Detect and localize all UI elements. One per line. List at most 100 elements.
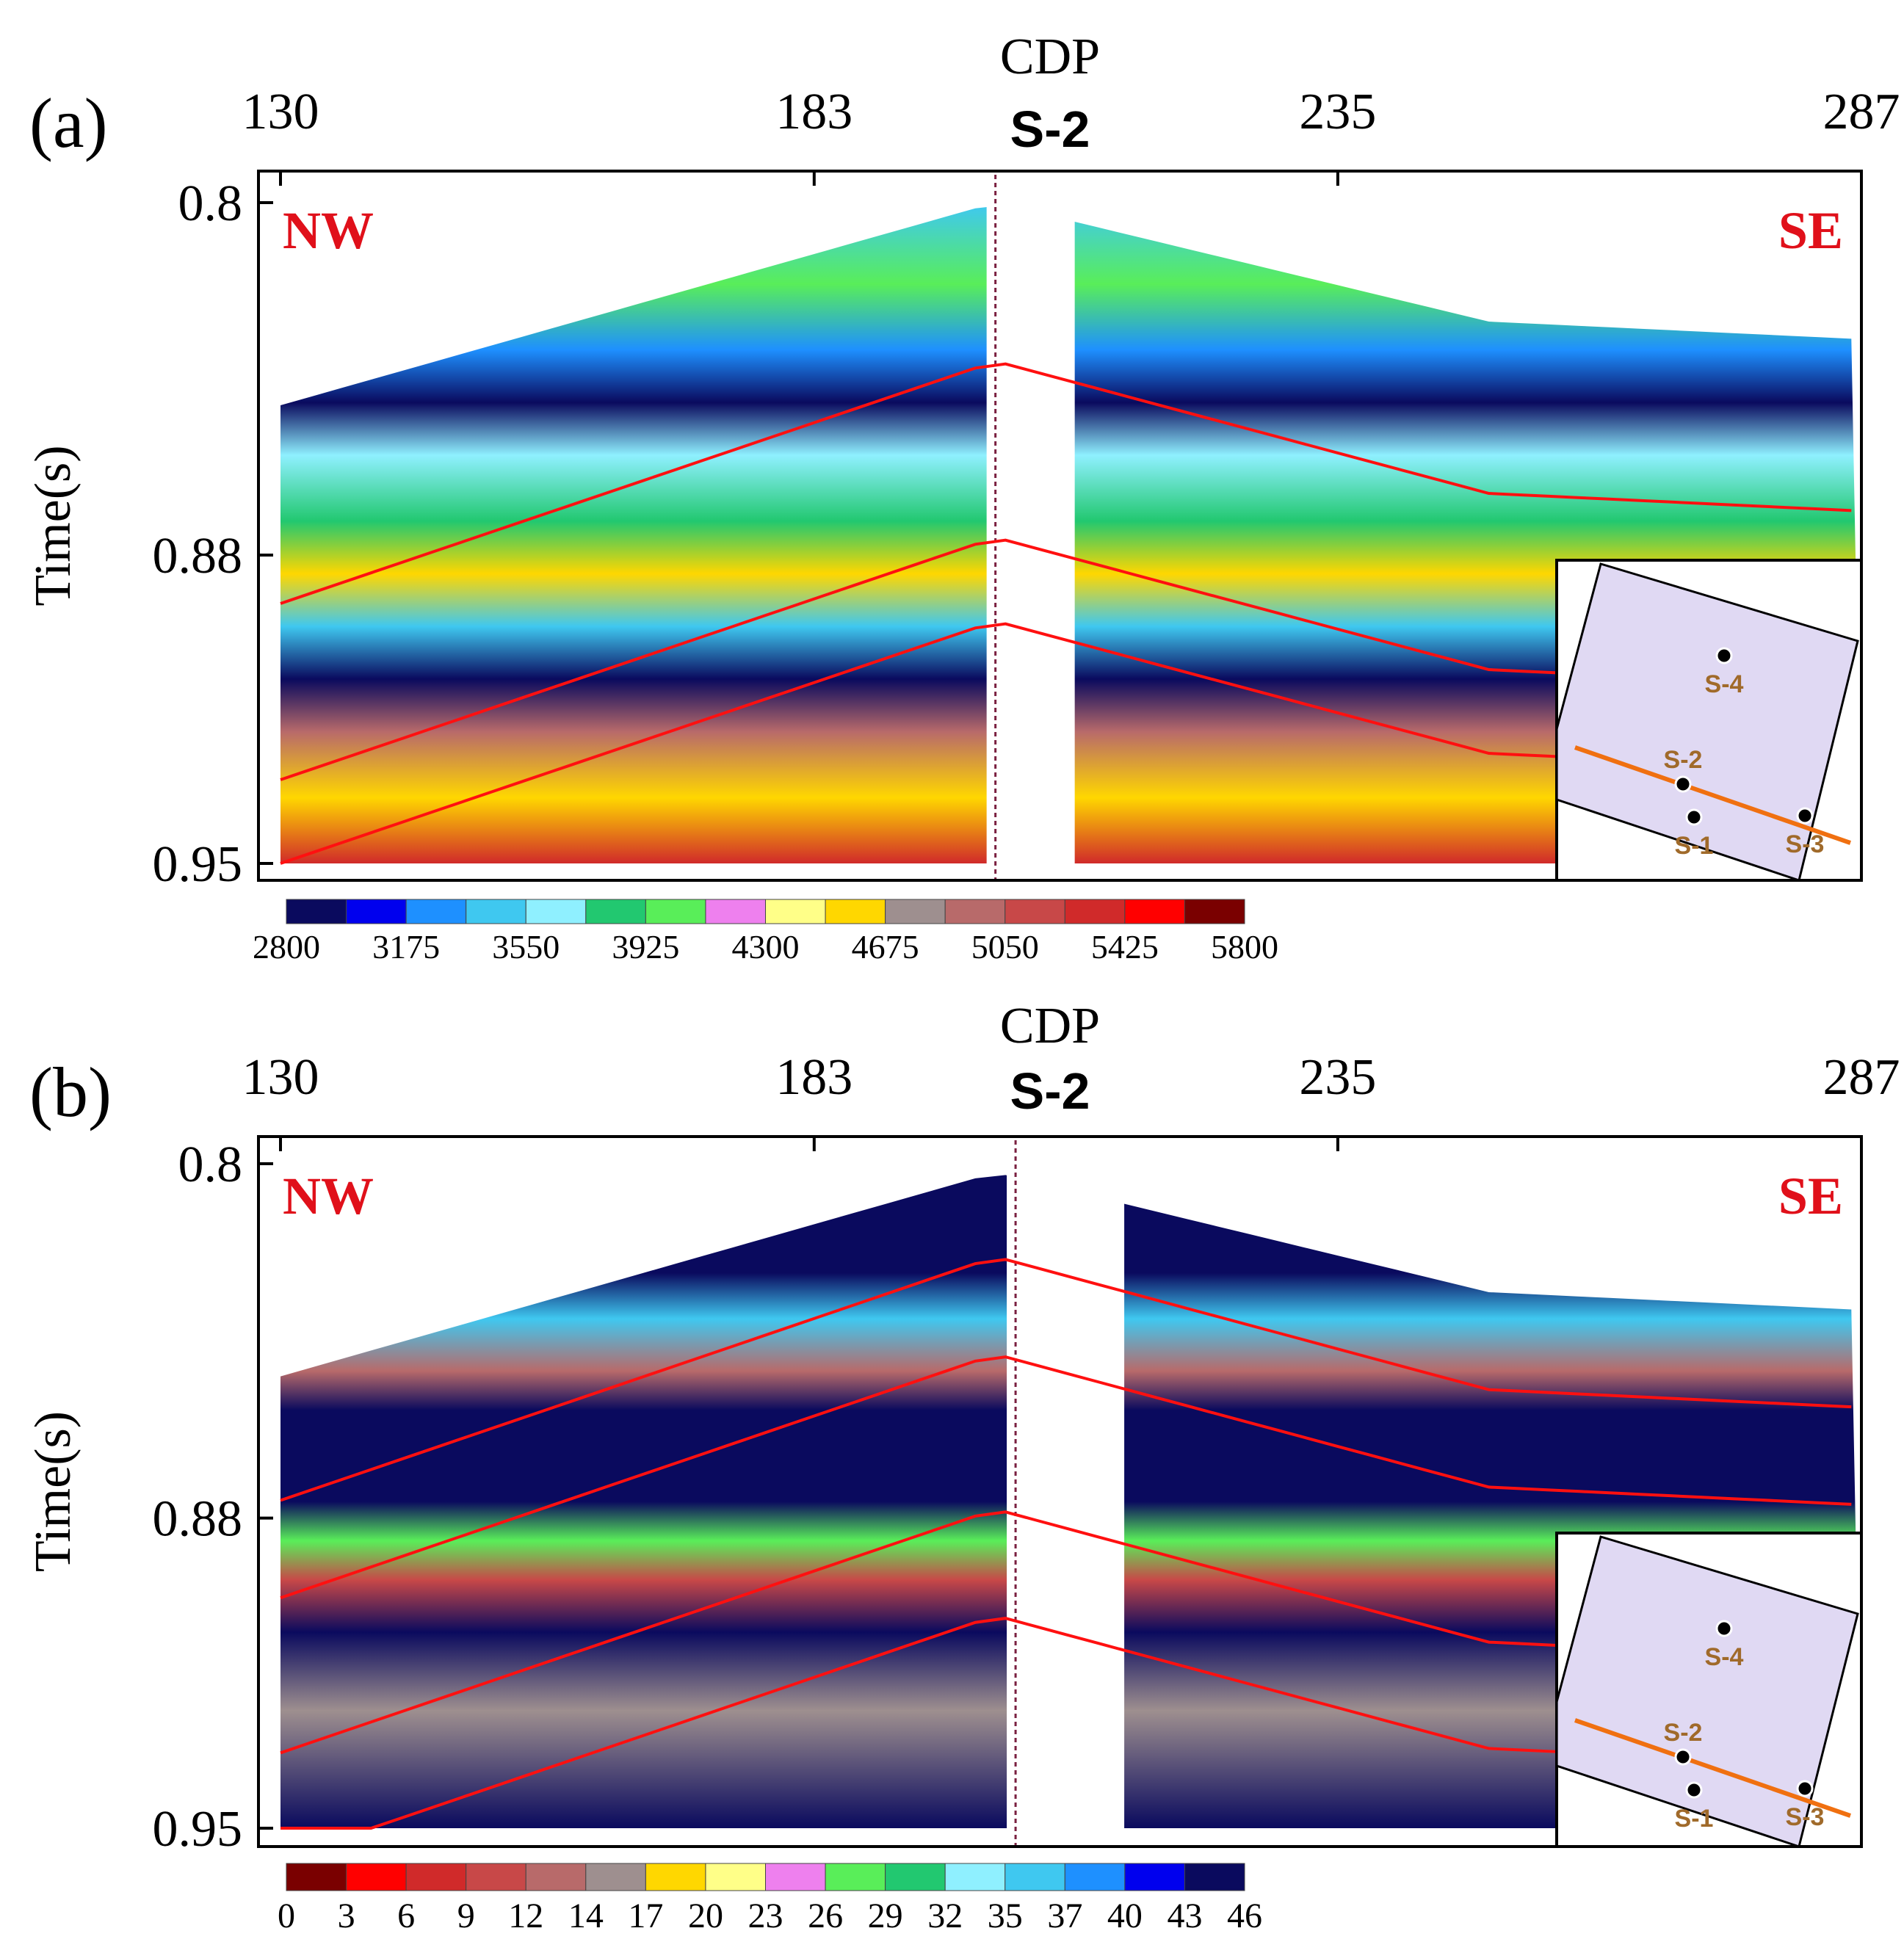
map-well-marker	[1685, 1781, 1703, 1799]
x-axis-title: CDP	[1000, 998, 1100, 1054]
colorbar-swatch	[466, 1863, 526, 1891]
colorbar-swatch	[1005, 899, 1065, 924]
map-well-label: S-2	[1664, 1719, 1703, 1747]
colorbar-swatch	[286, 1863, 347, 1891]
map-well-label: S-4	[1705, 670, 1744, 698]
map-well-label: S-4	[1705, 1643, 1744, 1671]
y-axis-title: Time(s)	[25, 445, 82, 606]
map-well-marker	[1674, 1748, 1692, 1766]
colorbar-swatch	[885, 1863, 946, 1891]
panel-b: (b) CDP S-2 130 183 235 287 0.8 0.88 0.95 Time(s) N…	[25, 998, 1900, 1935]
y-tick-label: 0.95	[153, 836, 243, 893]
colorbar-label: 43	[1167, 1896, 1202, 1935]
colorbar-label: 4675	[852, 928, 919, 965]
colorbar-swatch	[585, 1863, 646, 1891]
x-tick-label: 130	[242, 1049, 319, 1106]
colorbar-label: 23	[748, 1896, 783, 1935]
colorbar-swatch	[1064, 1863, 1126, 1891]
x-tick-label: 287	[1823, 1049, 1900, 1106]
colorbar-swatch	[525, 1863, 587, 1891]
colorbar-label: 14	[568, 1896, 604, 1935]
well-gap	[1007, 1140, 1125, 1828]
y-tick-label: 0.8	[178, 175, 243, 232]
map-well-marker	[1674, 775, 1692, 793]
y-tick-label: 0.88	[153, 1491, 243, 1548]
well-name: S-2	[1010, 1062, 1090, 1120]
map-well-label: S-2	[1664, 746, 1703, 774]
horizon-line	[280, 362, 1852, 605]
map-well-label: S-3	[1786, 1803, 1825, 1831]
colorbar-swatch	[466, 899, 526, 924]
colorbar-label: 5425	[1091, 928, 1159, 965]
colorbar-swatch	[825, 1863, 886, 1891]
panel-label: (a)	[29, 84, 108, 162]
colorbar-swatch	[825, 899, 886, 924]
colorbar-swatch	[705, 899, 766, 924]
colorbar-label: 12	[508, 1896, 543, 1935]
map-well-marker	[1715, 1620, 1733, 1637]
colorbar-swatch	[525, 899, 587, 924]
direction-label-right: SE	[1778, 1167, 1843, 1225]
x-tick-label: 287	[1823, 84, 1900, 140]
x-tick-label: 183	[775, 1049, 853, 1106]
colorbar-label: 4300	[732, 928, 800, 965]
colorbar-swatch	[405, 899, 467, 924]
colorbar-label: 2800	[253, 928, 320, 965]
colorbar-label: 6	[397, 1896, 415, 1935]
map-survey-outline	[1555, 562, 1859, 882]
y-tick-label: 0.95	[153, 1801, 243, 1858]
colorbar-swatch	[346, 899, 407, 924]
map-well-label: S-1	[1675, 832, 1714, 860]
panel-label: (b)	[29, 1053, 112, 1131]
horizon-line	[280, 1355, 1852, 1600]
colorbar-swatch	[585, 899, 646, 924]
colorbar-swatch	[1005, 1863, 1065, 1891]
colorbar-label: 26	[808, 1896, 843, 1935]
panel-a: (a) CDP S-2 130 183 235 287 0.8 0.88 0.95 Time(s) N…	[25, 29, 1900, 965]
direction-label-right: SE	[1778, 201, 1843, 260]
x-tick-label: 235	[1299, 1049, 1376, 1106]
plot-frame	[257, 170, 1863, 882]
colorbar-swatch	[705, 1863, 766, 1891]
colorbar-label: 35	[988, 1896, 1023, 1935]
map-well-label: S-3	[1786, 830, 1825, 858]
map-section-line	[1574, 745, 1851, 845]
colorbar-swatch	[1184, 1863, 1245, 1891]
colorbar-label: 5800	[1211, 928, 1278, 965]
y-axis-title: Time(s)	[25, 1411, 82, 1572]
colorbar-label: 5050	[971, 928, 1039, 965]
well-gap	[986, 175, 1075, 863]
direction-label-left: NW	[283, 201, 374, 260]
colorbar-label: 32	[927, 1896, 963, 1935]
colorbar-swatch	[1124, 899, 1185, 924]
colorbar-swatch	[885, 899, 946, 924]
well-name: S-2	[1010, 101, 1090, 158]
map-survey-outline	[1555, 1535, 1859, 1848]
colorbar-label: 3175	[372, 928, 440, 965]
colorbar-label: 9	[457, 1896, 475, 1935]
y-tick-label: 0.88	[153, 528, 243, 584]
colorbar-swatch	[765, 1863, 826, 1891]
colorbar-swatch	[765, 899, 826, 924]
colorbar-label: 3	[338, 1896, 355, 1935]
map-well-marker	[1796, 1780, 1814, 1797]
colorbar-label: 37	[1047, 1896, 1082, 1935]
colorbar-swatch	[346, 1863, 407, 1891]
colorbar-swatch	[645, 899, 706, 924]
colorbar-swatch	[1184, 899, 1245, 924]
x-tick-label: 235	[1299, 84, 1376, 140]
colorbar-label: 17	[628, 1896, 663, 1935]
colorbar-swatch	[405, 1863, 467, 1891]
colorbar-label: 20	[688, 1896, 723, 1935]
colorbar-label: 0	[278, 1896, 295, 1935]
direction-label-left: NW	[283, 1167, 374, 1225]
x-tick-label: 130	[242, 84, 319, 140]
x-axis-title: CDP	[1000, 29, 1100, 85]
colorbar-swatch	[645, 1863, 706, 1891]
colorbar-swatch	[1064, 899, 1126, 924]
colorbar-swatch	[286, 899, 347, 924]
map-well-marker	[1796, 807, 1814, 825]
colorbar-label: 46	[1227, 1896, 1262, 1935]
map-well-marker	[1715, 647, 1733, 664]
